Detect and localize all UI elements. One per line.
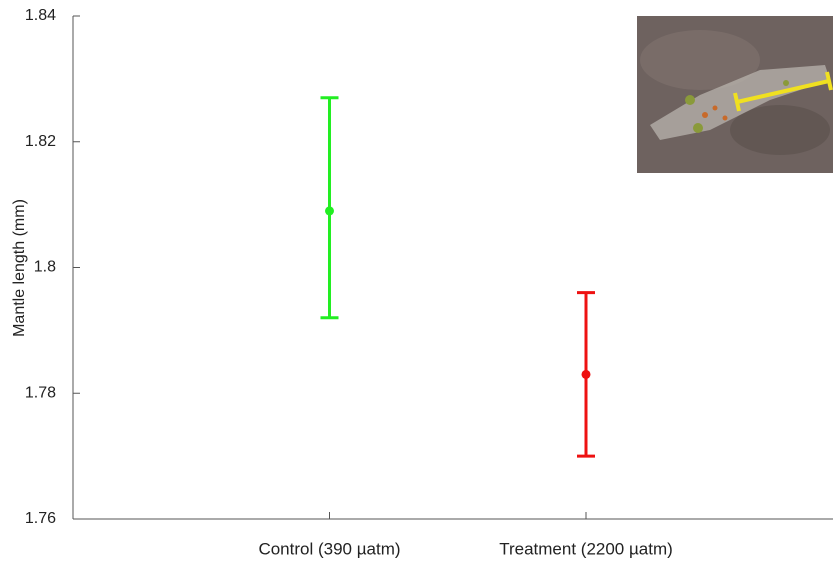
mean-point	[581, 369, 591, 379]
y-tick-label: 1.8	[34, 259, 56, 276]
mean-point	[325, 206, 334, 216]
y-tick-label: 1.78	[25, 384, 56, 401]
x-tick-label: Treatment (2200 µatm)	[499, 539, 673, 558]
inset-photo	[637, 16, 833, 173]
x-tick-label: Control (390 µatm)	[258, 539, 400, 558]
y-axis-label: Mantle length (mm)	[11, 199, 28, 337]
y-tick-label: 1.82	[25, 133, 56, 150]
y-tick-label: 1.76	[25, 510, 56, 527]
y-tick-label: 1.84	[25, 7, 56, 24]
